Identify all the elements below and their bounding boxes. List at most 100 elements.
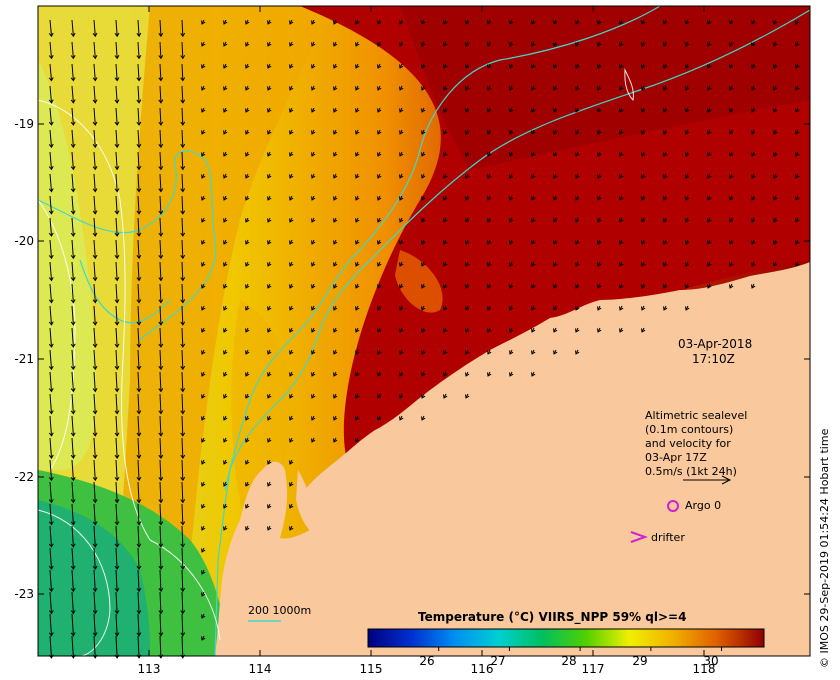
velocity-arrow <box>159 591 162 614</box>
velocity-arrow-head <box>399 262 404 267</box>
velocity-arrow-head <box>773 64 778 69</box>
velocity-arrow-head <box>553 262 558 267</box>
velocity-arrow-head <box>289 306 294 311</box>
velocity-arrow-head <box>223 504 228 509</box>
velocity-arrow-head <box>751 284 756 289</box>
velocity-arrow-head <box>158 143 164 149</box>
velocity-arrow-head <box>245 416 250 421</box>
velocity-arrow-head <box>223 108 228 113</box>
velocity-arrow <box>137 437 140 459</box>
velocity-arrow-head <box>575 108 580 113</box>
velocity-arrow-head <box>443 262 448 267</box>
velocity-arrow-head <box>158 454 164 459</box>
velocity-arrow-head <box>70 388 76 393</box>
velocity-arrow <box>115 305 118 325</box>
velocity-arrow <box>137 327 140 348</box>
velocity-arrow <box>181 239 184 259</box>
velocity-arrow-head <box>180 543 186 548</box>
velocity-arrow-head <box>399 152 404 157</box>
velocity-arrow-head <box>641 262 646 267</box>
velocity-arrow-head <box>443 218 448 223</box>
velocity-arrow <box>49 217 52 237</box>
velocity-arrow <box>71 481 74 503</box>
velocity-arrow-head <box>267 306 272 311</box>
velocity-arrow <box>159 569 162 592</box>
velocity-arrow-head <box>267 152 272 157</box>
velocity-arrow-head <box>597 20 602 25</box>
velocity-arrow-head <box>641 108 646 113</box>
velocity-arrow-head <box>377 152 382 157</box>
velocity-arrow-head <box>421 108 426 113</box>
velocity-arrow-head <box>553 218 558 223</box>
isobath-contours <box>37 5 811 657</box>
velocity-arrow-head <box>70 499 76 504</box>
velocity-arrow-head <box>597 130 602 135</box>
velocity-arrow <box>93 19 96 37</box>
velocity-arrow-head <box>751 20 756 25</box>
velocity-arrow-head <box>377 20 382 25</box>
velocity-arrow <box>93 393 96 414</box>
velocity-arrow-head <box>531 240 536 245</box>
velocity-arrow-head <box>641 130 646 135</box>
velocity-arrow <box>115 393 118 414</box>
velocity-arrow-head <box>136 166 142 171</box>
velocity-arrow <box>71 195 74 214</box>
velocity-arrow-head <box>311 262 316 267</box>
velocity-arrow <box>71 107 74 126</box>
velocity-arrow-head <box>443 152 448 157</box>
velocity-arrow-head <box>509 218 514 223</box>
velocity-arrow-head <box>92 77 98 82</box>
velocity-arrow-head <box>619 64 624 69</box>
velocity-arrow-head <box>531 350 536 355</box>
velocity-arrow-head <box>136 210 142 215</box>
velocity-arrow-head <box>158 99 164 104</box>
velocity-arrow <box>71 371 74 392</box>
velocity-arrow-head <box>421 86 426 91</box>
velocity-arrow-head <box>158 365 164 371</box>
velocity-arrow-head <box>421 152 426 157</box>
velocity-arrow-head <box>443 20 448 25</box>
velocity-arrow-head <box>465 262 470 267</box>
velocity-arrow-head <box>92 343 98 348</box>
colorbar <box>367 628 765 648</box>
velocity-arrow-head <box>267 218 272 223</box>
velocity-arrow-head <box>377 218 382 223</box>
velocity-arrow-head <box>377 108 382 113</box>
velocity-arrow <box>49 327 52 348</box>
velocity-arrow <box>49 261 52 281</box>
velocity-arrow-head <box>158 77 164 82</box>
velocity-arrow-head <box>70 632 76 637</box>
velocity-arrow-head <box>92 188 98 193</box>
velocity-arrow <box>49 173 52 192</box>
velocity-arrow-head <box>663 306 668 311</box>
velocity-arrow-head <box>245 42 250 47</box>
velocity-arrow-head <box>377 130 382 135</box>
velocity-arrow-head <box>685 174 690 179</box>
velocity-arrow-head <box>531 196 536 201</box>
velocity-arrow <box>181 371 184 392</box>
velocity-arrow <box>49 239 52 259</box>
velocity-arrow-head <box>707 64 712 69</box>
velocity-arrow-head <box>333 328 338 333</box>
velocity-arrow-head <box>465 394 470 399</box>
velocity-arrow-head <box>795 130 800 135</box>
velocity-arrow-head <box>707 108 712 113</box>
velocity-arrow-head <box>180 166 186 171</box>
velocity-arrow <box>115 503 118 525</box>
velocity-arrow-head <box>48 77 54 82</box>
velocity-arrow-head <box>223 394 228 399</box>
velocity-arrow-head <box>289 504 294 509</box>
velocity-arrow-head <box>531 130 536 135</box>
credit-text: © IMOS 29-Sep-2019 01:54:24 Hobart time <box>818 428 831 668</box>
velocity-arrow-head <box>421 130 426 135</box>
velocity-arrow-head <box>289 416 294 421</box>
velocity-arrow-head <box>597 218 602 223</box>
velocity-arrow <box>159 415 162 436</box>
velocity-arrow <box>71 283 74 303</box>
velocity-arrow-head <box>465 350 470 355</box>
velocity-arrow <box>49 437 52 459</box>
velocity-arrow <box>115 173 118 192</box>
velocity-arrow-head <box>201 504 206 509</box>
velocity-arrow-head <box>443 64 448 69</box>
velocity-arrow-head <box>70 254 76 260</box>
